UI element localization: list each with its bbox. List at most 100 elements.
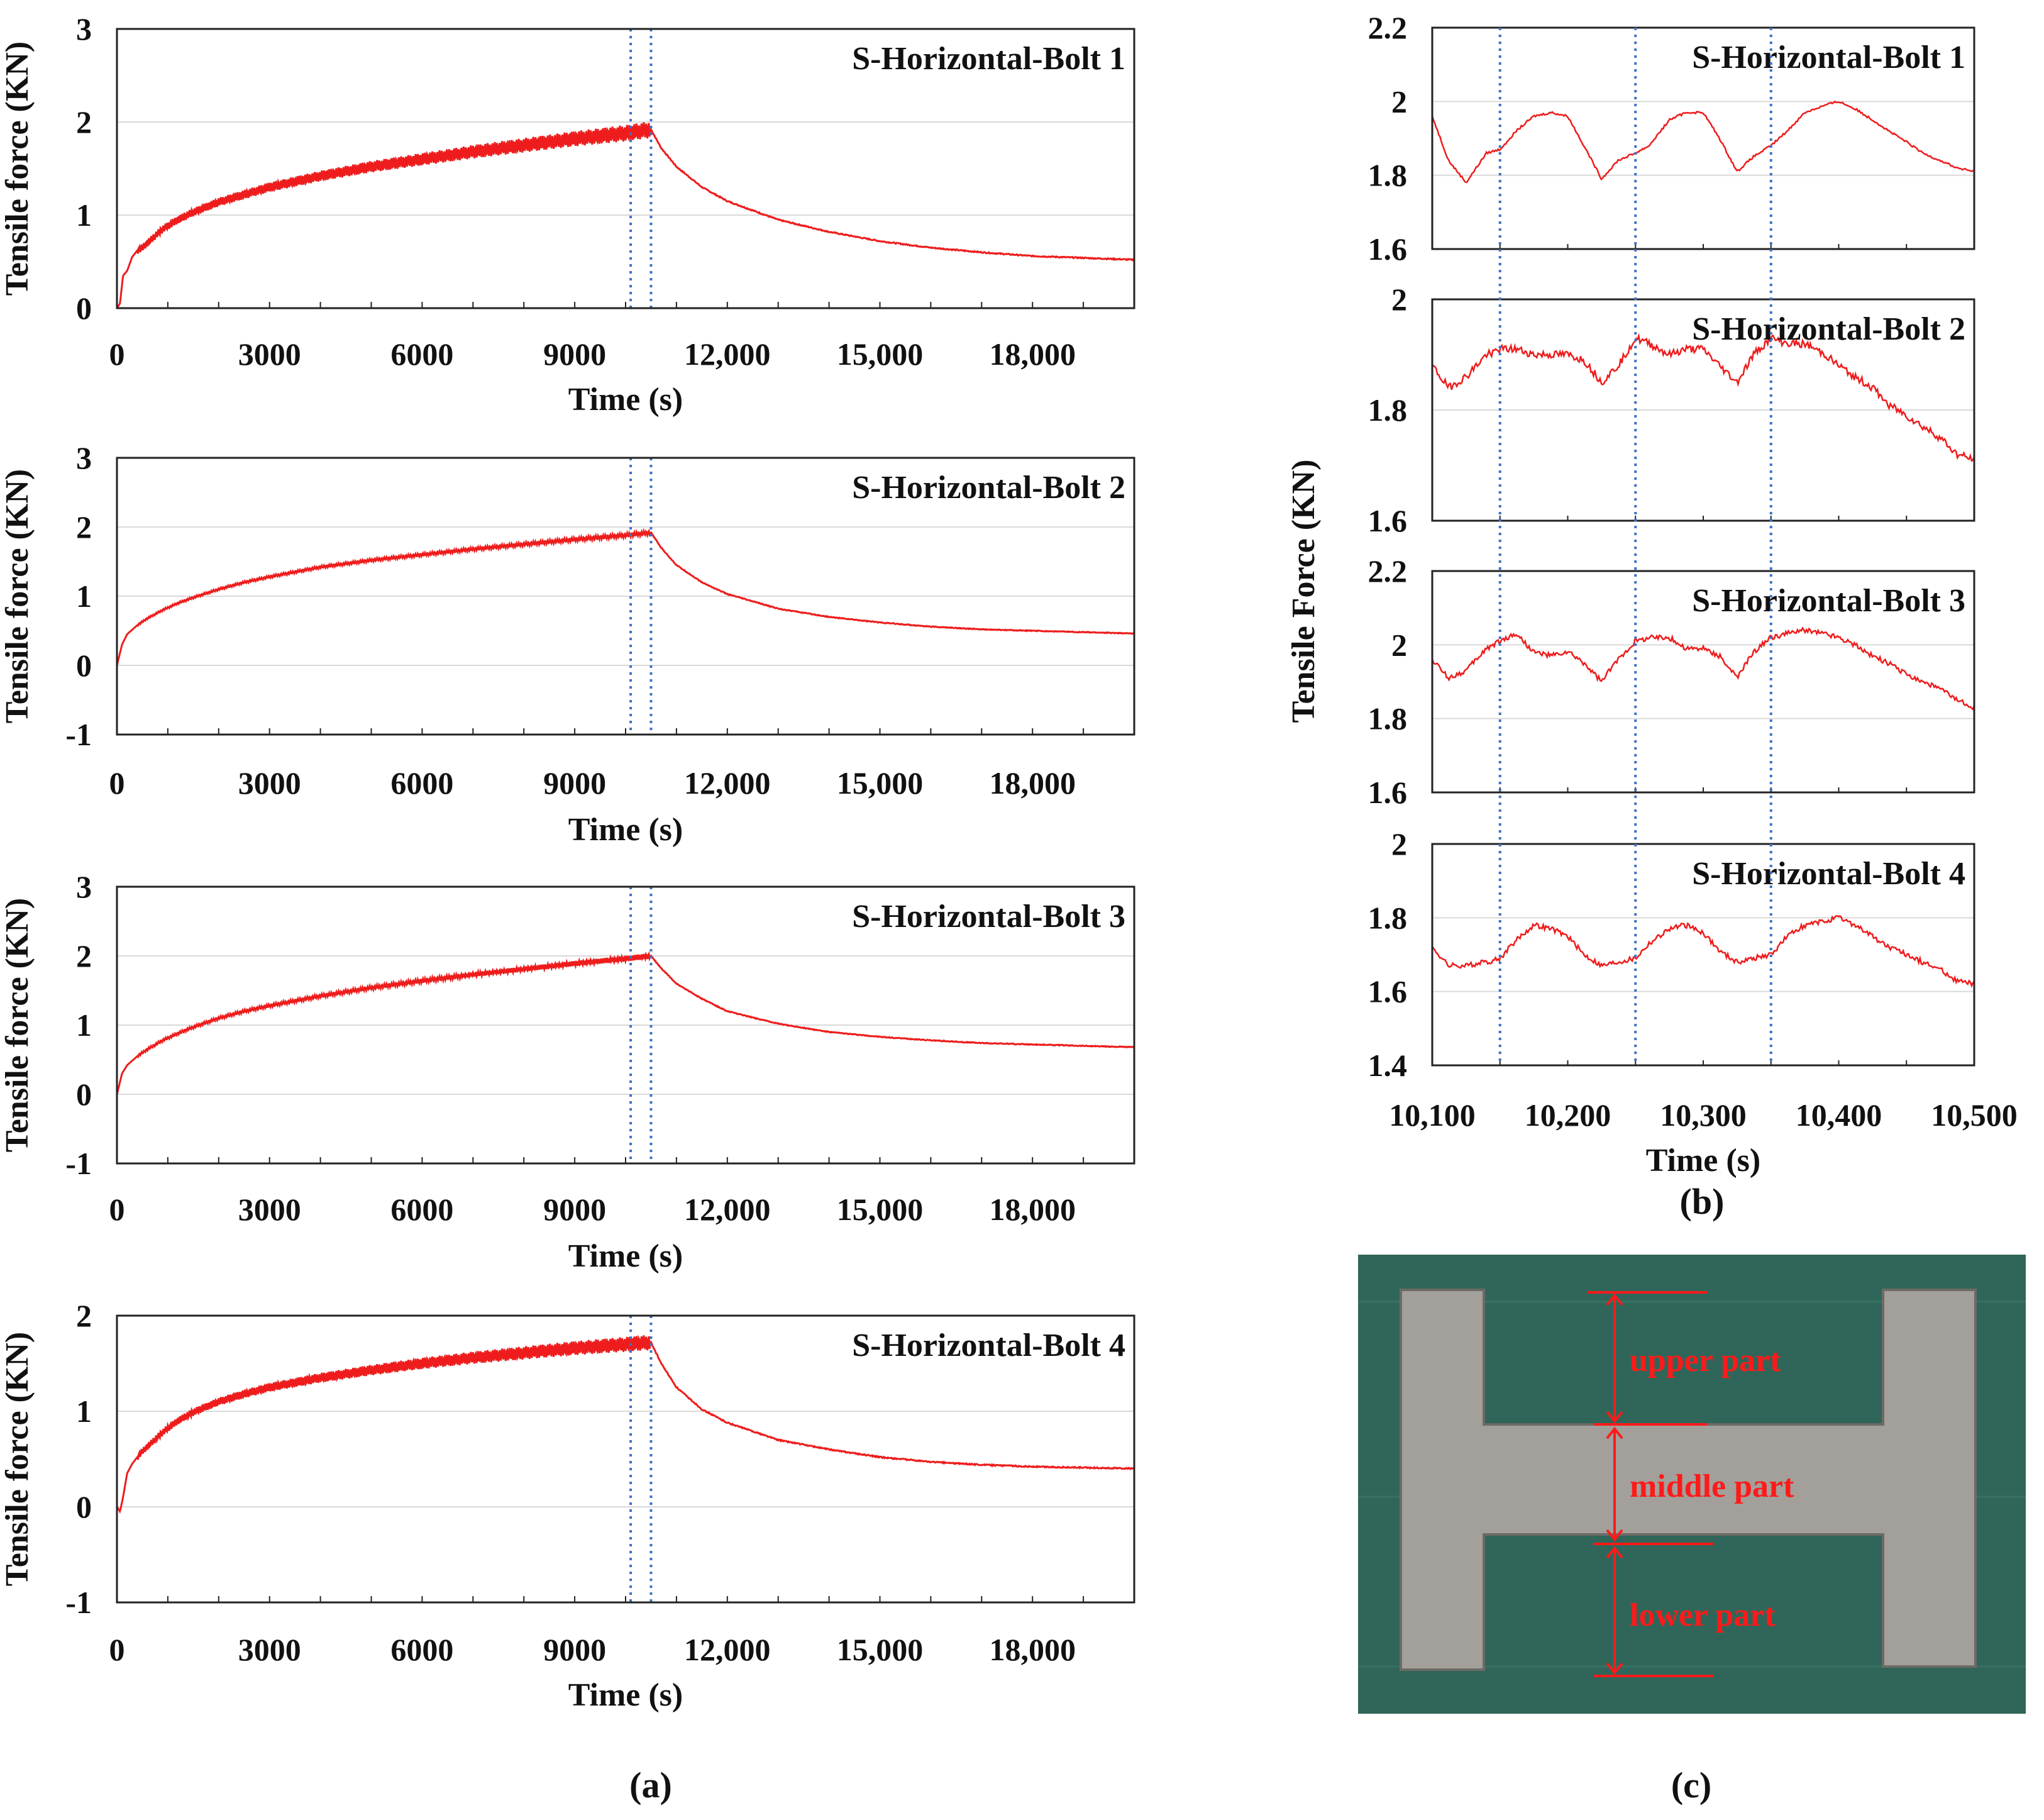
series-line bbox=[1431, 626, 1975, 711]
x-tick-label: 6000 bbox=[390, 336, 453, 372]
panel-label-a: (a) bbox=[629, 1765, 672, 1806]
label-upper-part: upper part bbox=[1630, 1343, 1781, 1379]
y-tick-label: 2 bbox=[1391, 627, 1407, 662]
x-tick-label: 10,400 bbox=[1796, 1097, 1882, 1133]
plot-frame bbox=[1431, 843, 1975, 1067]
x-axis-label: Time (s) bbox=[568, 812, 683, 848]
x-tick-label: 18,000 bbox=[989, 765, 1076, 801]
plot-frame bbox=[116, 457, 1135, 736]
panel-label-c: (c) bbox=[1671, 1765, 1711, 1806]
x-tick-label: 0 bbox=[109, 1192, 125, 1227]
y-tick-label: 2 bbox=[1391, 282, 1407, 317]
plot-frame bbox=[116, 1314, 1135, 1604]
x-tick-label: 12,000 bbox=[684, 1632, 771, 1667]
x-tick-label: 6000 bbox=[390, 765, 453, 801]
x-tick-label: 15,000 bbox=[837, 1632, 924, 1667]
series-line bbox=[116, 122, 1135, 309]
x-tick-label: 9000 bbox=[543, 765, 606, 801]
x-axis-label: Time (s) bbox=[1646, 1143, 1760, 1179]
x-tick-label: 3000 bbox=[238, 1632, 301, 1667]
chart-a3-bolt-3-full: -1 0 1 2 3 0 3000 6000 9000 12,000 15,000 18,000 Tim… bbox=[0, 869, 1135, 1274]
x-tick-label: 6000 bbox=[390, 1192, 453, 1227]
y-tick-label: -1 bbox=[65, 1146, 92, 1181]
y-tick-label: 2.2 bbox=[1368, 10, 1408, 45]
plot-title: S-Horizontal-Bolt 4 bbox=[1692, 856, 1965, 892]
x-tick-label: 6000 bbox=[390, 1632, 453, 1667]
y-tick-label: 2.2 bbox=[1368, 553, 1408, 589]
x-axis-label: Time (s) bbox=[568, 382, 683, 418]
x-tick-label: 10,500 bbox=[1931, 1097, 2018, 1133]
plot-frame bbox=[1431, 298, 1975, 522]
x-tick-label: 18,000 bbox=[989, 336, 1076, 372]
x-tick-label: 9000 bbox=[543, 1192, 606, 1227]
x-tick-label: 15,000 bbox=[837, 1192, 924, 1227]
plot-title: S-Horizontal-Bolt 2 bbox=[1692, 311, 1965, 347]
y-tick-label: 1.4 bbox=[1368, 1048, 1408, 1083]
chart-b2-bolt-2-zoom: 1.6 1.8 2 S-Horizontal-Bolt 2 bbox=[1368, 282, 1975, 538]
label-middle-part: middle part bbox=[1630, 1468, 1794, 1504]
y-tick-label: 1 bbox=[76, 579, 92, 614]
y-tick-label: 3 bbox=[76, 440, 92, 475]
plot-frame bbox=[116, 28, 1135, 309]
panel-label-b: (b) bbox=[1680, 1181, 1725, 1222]
y-axis-label: Tensile force (KN) bbox=[0, 469, 35, 723]
specimen-photo: upper part middle part lower part bbox=[1358, 1255, 2026, 1714]
y-tick-label: 2 bbox=[76, 509, 92, 545]
y-tick-label: -1 bbox=[65, 1585, 92, 1620]
plot-title: S-Horizontal-Bolt 3 bbox=[1692, 583, 1965, 619]
chart-b3-bolt-3-zoom: 1.6 1.8 2 2.2 S-Horizontal-Bolt 3 bbox=[1368, 553, 1975, 810]
series-line bbox=[116, 1334, 1135, 1514]
x-tick-label: 18,000 bbox=[989, 1192, 1076, 1227]
y-tick-label: 1.8 bbox=[1368, 701, 1408, 736]
x-tick-label: 10,100 bbox=[1389, 1097, 1476, 1133]
chart-b4-bolt-4-zoom: 1.4 1.6 1.8 2 10,100 10,200 10,300 10,400 10,500… bbox=[1368, 826, 2018, 1179]
x-tick-label: 15,000 bbox=[837, 765, 924, 801]
x-tick-label: 18,000 bbox=[989, 1632, 1076, 1667]
y-tick-label: 1.6 bbox=[1368, 503, 1408, 538]
chart-a2-bolt-2-full: -1 0 1 2 3 0 3000 6000 9000 12,000 15,000 18,000 Tim… bbox=[0, 440, 1135, 848]
b-y-axis-label: Tensile Force (KN) bbox=[1286, 460, 1322, 723]
y-axis-label: Tensile force (KN) bbox=[0, 1332, 35, 1586]
plot-frame bbox=[1431, 570, 1975, 794]
x-axis-label: Time (s) bbox=[568, 1238, 683, 1274]
y-tick-label: 1.8 bbox=[1368, 392, 1408, 428]
y-tick-label: 0 bbox=[76, 648, 92, 683]
y-tick-label: 1 bbox=[76, 197, 92, 233]
y-tick-label: 0 bbox=[76, 291, 92, 326]
chart-b1-bolt-1-zoom: 1.6 1.8 2 2.2 S-Horizontal-Bolt 1 bbox=[1368, 10, 1975, 267]
y-tick-label: 1.6 bbox=[1368, 231, 1408, 267]
plot-title: S-Horizontal-Bolt 3 bbox=[852, 899, 1125, 935]
plot-title: S-Horizontal-Bolt 1 bbox=[1692, 40, 1965, 75]
plot-title: S-Horizontal-Bolt 4 bbox=[852, 1328, 1125, 1363]
h-shaped-specimen bbox=[1400, 1289, 1977, 1671]
x-tick-label: 12,000 bbox=[684, 336, 771, 372]
series-line bbox=[1431, 915, 1975, 989]
chart-a4-bolt-4-full: -1 0 1 2 0 3000 6000 9000 12,000 15,000 18,000 Time… bbox=[0, 1298, 1135, 1713]
y-tick-label: 3 bbox=[76, 869, 92, 904]
chart-a1-bolt-1-full: 0 1 2 3 0 3000 6000 9000 12,000 15,000 18,000 Time … bbox=[0, 11, 1135, 418]
y-tick-label: -1 bbox=[65, 717, 92, 752]
y-axis-label: Tensile force (KN) bbox=[0, 898, 35, 1152]
y-tick-label: 0 bbox=[76, 1489, 92, 1524]
x-tick-label: 10,300 bbox=[1660, 1097, 1747, 1133]
x-tick-label: 0 bbox=[109, 1632, 125, 1667]
y-tick-label: 1 bbox=[76, 1007, 92, 1043]
series-line bbox=[1432, 333, 1975, 462]
x-axis-label: Time (s) bbox=[568, 1677, 683, 1713]
y-tick-label: 1.8 bbox=[1368, 158, 1408, 193]
y-tick-label: 2 bbox=[1391, 84, 1407, 119]
y-tick-label: 0 bbox=[76, 1077, 92, 1112]
series-line bbox=[116, 951, 1135, 1095]
x-tick-label: 9000 bbox=[543, 336, 606, 372]
x-tick-label: 15,000 bbox=[837, 336, 924, 372]
y-axis-label: Tensile force (KN) bbox=[0, 42, 35, 296]
x-tick-label: 0 bbox=[109, 765, 125, 801]
series-line bbox=[116, 528, 1135, 666]
y-tick-label: 1 bbox=[76, 1394, 92, 1429]
x-tick-label: 12,000 bbox=[684, 765, 771, 801]
x-tick-label: 9000 bbox=[543, 1632, 606, 1667]
y-tick-label: 1.6 bbox=[1368, 974, 1408, 1009]
y-tick-label: 3 bbox=[76, 11, 92, 47]
plot-title: S-Horizontal-Bolt 2 bbox=[852, 470, 1125, 506]
